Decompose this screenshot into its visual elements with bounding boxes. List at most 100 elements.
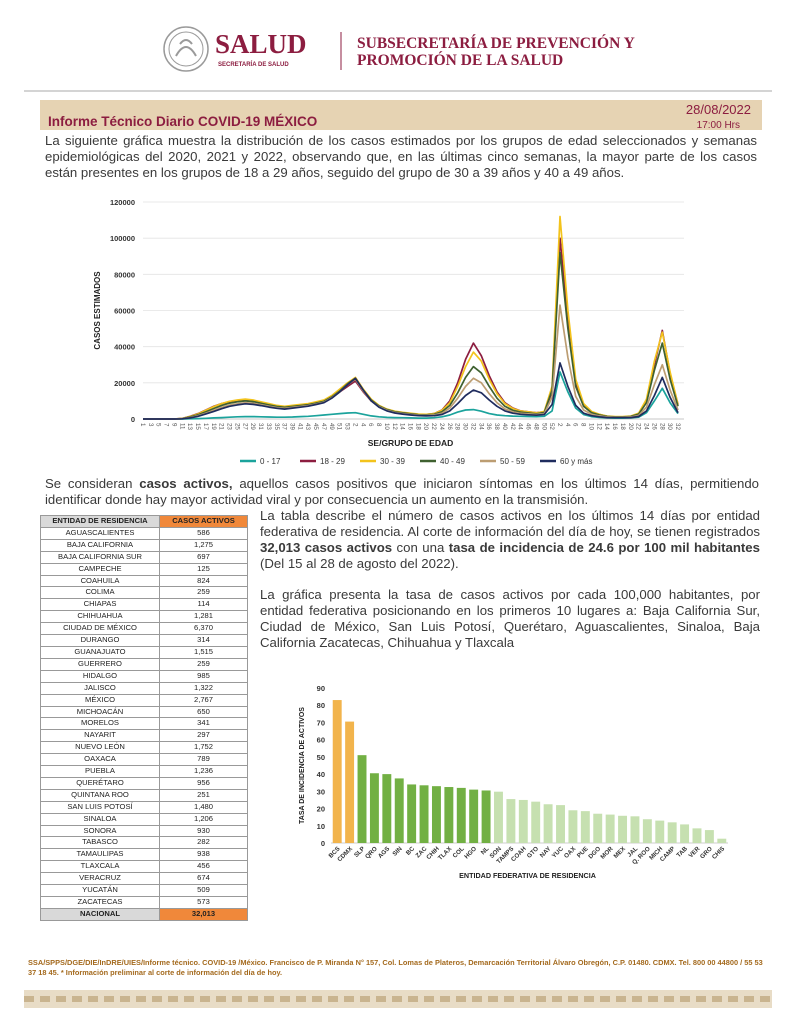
- cases-cell: 114: [159, 598, 248, 612]
- y-tick-label: 50: [317, 753, 325, 762]
- cases-cell: 697: [159, 550, 248, 564]
- text: La siguiente gráfica muestra la distribu…: [45, 133, 757, 180]
- x-tick-label: 24: [438, 423, 445, 430]
- cases-cell: 789: [159, 753, 248, 767]
- table-row: COAHUILA 824: [40, 574, 248, 588]
- x-tick-label: 10: [383, 423, 390, 430]
- x-tick-label: 1: [139, 423, 146, 427]
- x-tick-label: 16: [611, 423, 618, 430]
- x-tick-label: 38: [493, 423, 500, 430]
- state-cell: QUERÉTARO: [40, 776, 160, 790]
- x-tick-label: 51: [336, 423, 343, 430]
- cases-cell: 1,515: [159, 645, 248, 659]
- x-tick-label: 18: [414, 423, 421, 430]
- x-tick-label: 30: [462, 423, 469, 430]
- table-row: CHIAPAS 114: [40, 598, 248, 612]
- cases-cell: 125: [159, 562, 248, 576]
- table-header: ENTIDAD DE RESIDENCIA CASOS ACTIVOS: [40, 515, 248, 528]
- x-tick-label: 53: [344, 423, 351, 430]
- x-tick-label: 30: [666, 423, 673, 430]
- x-tick-label: 41: [296, 423, 303, 430]
- state-table: ENTIDAD DE RESIDENCIA CASOS ACTIVOS AGUA…: [40, 515, 248, 921]
- table-row: BAJA CALIFORNIA SUR 697: [40, 550, 248, 564]
- bar: [431, 786, 441, 843]
- x-tick-label: 13: [186, 423, 193, 430]
- state-cell: AGUASCALIENTES: [40, 526, 160, 540]
- bar: [345, 721, 355, 843]
- text-bold: 32,013 casos activos: [260, 540, 393, 555]
- state-cell: ZACATECAS: [40, 896, 160, 909]
- legend-label: 30 - 39: [380, 457, 405, 466]
- table-row: PUEBLA 1,236: [40, 765, 248, 778]
- table-row: JALISCO 1,322: [40, 681, 248, 695]
- y-axis-title: CASOS ESTIMADOS: [93, 271, 102, 350]
- text: aquellos casos positivos que iniciaron s…: [45, 476, 759, 507]
- series-line: [143, 371, 679, 420]
- table-row: CIUDAD DE MÉXICO 6,370: [40, 622, 248, 636]
- x-tick-label: 28: [454, 423, 461, 430]
- x-tick-label: OAX: [563, 845, 578, 860]
- cases-cell: 938: [159, 848, 248, 862]
- table-row: NAYARIT 297: [40, 729, 248, 743]
- x-tick-label: 52: [548, 423, 555, 430]
- cases-cell: 956: [159, 776, 248, 790]
- bar: [456, 787, 466, 843]
- x-tick-label: 25: [233, 423, 240, 430]
- cases-cell: 1,322: [159, 681, 248, 695]
- x-tick-label: 2: [556, 423, 563, 427]
- text: con una: [392, 540, 449, 555]
- table-row: NUEVO LEÓN 1,752: [40, 741, 248, 755]
- x-tick-label: 50: [540, 423, 547, 430]
- bar: [605, 814, 615, 843]
- table-row: DURANGO 314: [40, 634, 248, 647]
- legend-label: 40 - 49: [440, 457, 465, 466]
- x-tick-label: 37: [281, 423, 288, 430]
- state-cell: COLIMA: [40, 586, 160, 600]
- x-tick-label: QRO: [364, 845, 379, 860]
- bar: [332, 700, 342, 843]
- x-tick-label: 4: [359, 423, 366, 427]
- x-tick-label: 42: [509, 423, 516, 430]
- y-tick-label: 100000: [110, 234, 135, 243]
- brand-sub: SECRETARÍA DE SALUD: [218, 60, 289, 68]
- cases-cell: 456: [159, 860, 248, 874]
- cases-cell: 509: [159, 884, 248, 897]
- cases-cell: 930: [159, 824, 248, 838]
- paragraph: La gráfica presenta la tasa de casos act…: [260, 587, 760, 651]
- cases-cell: 2,767: [159, 693, 248, 707]
- state-cell: DURANGO: [40, 634, 160, 647]
- y-tick-label: 20000: [114, 379, 135, 388]
- state-cell: NAYARIT: [40, 729, 160, 743]
- bar: [444, 787, 454, 843]
- text: La gráfica presenta la tasa de casos act…: [260, 587, 760, 650]
- table-row: TABASCO 282: [40, 836, 248, 850]
- x-tick-label: YUC: [551, 845, 566, 860]
- table-row: TAMAULIPAS 938: [40, 848, 248, 862]
- x-tick-label: 22: [430, 423, 437, 430]
- table-row: AGUASCALIENTES 586: [40, 526, 248, 540]
- y-tick-label: 60000: [114, 307, 135, 316]
- text-bold: casos activos,: [139, 476, 233, 491]
- table-row: CHIHUAHUA 1,281: [40, 610, 248, 624]
- x-tick-label: 22: [635, 423, 642, 430]
- state-cell: TAMAULIPAS: [40, 848, 160, 862]
- state-cell: MORELOS: [40, 717, 160, 731]
- x-tick-label: 20: [627, 423, 634, 430]
- x-tick-label: 4: [564, 423, 571, 427]
- bar: [630, 816, 640, 843]
- cases-cell: 259: [159, 586, 248, 600]
- bar: [618, 815, 628, 843]
- cases-cell: 573: [159, 896, 248, 909]
- cases-cell: 824: [159, 574, 248, 588]
- cases-cell: 1,752: [159, 741, 248, 755]
- x-tick-label: 3: [147, 423, 154, 427]
- x-tick-label: MEX: [613, 845, 628, 860]
- text: Se consideran: [45, 476, 140, 491]
- series-line: [143, 304, 679, 420]
- text-bold: tasa de incidencia de 24.6 por 100 mil h…: [448, 540, 760, 555]
- cases-cell: 1,275: [159, 538, 248, 552]
- x-tick-label: 24: [643, 423, 650, 430]
- x-tick-label: 47: [320, 423, 327, 430]
